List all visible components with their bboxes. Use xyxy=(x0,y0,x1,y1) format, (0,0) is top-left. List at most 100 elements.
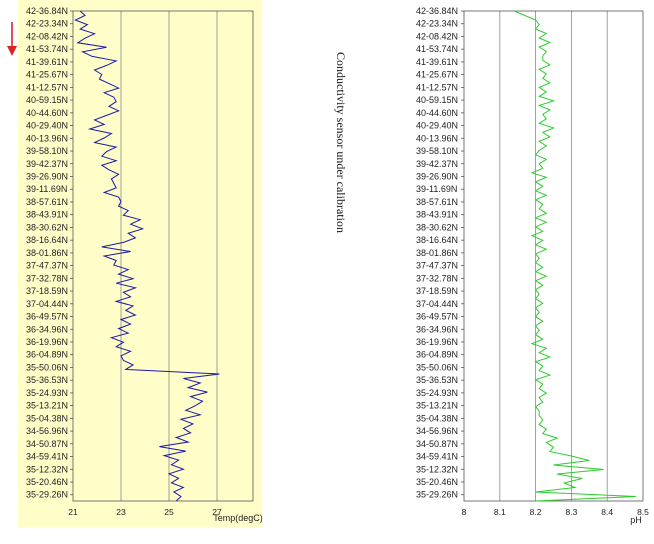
latitude-tick-label: 36-49.57N xyxy=(26,312,68,322)
latitude-tick-label: 41-53.74N xyxy=(26,44,68,54)
latitude-tick-label: 41-25.67N xyxy=(416,70,458,80)
latitude-tick-label: 35-24.93N xyxy=(416,388,458,398)
latitude-tick-label: 39-42.37N xyxy=(26,159,68,169)
x-tick-label: 8.4 xyxy=(601,507,613,517)
latitude-tick-label: 39-58.10N xyxy=(26,146,68,156)
latitude-tick-label: 39-26.90N xyxy=(26,171,68,181)
latitude-tick-label: 35-12.32N xyxy=(26,464,68,474)
latitude-tick-label: 35-50.06N xyxy=(26,362,68,372)
latitude-tick-label: 42-08.42N xyxy=(416,31,458,41)
latitude-tick-label: 37-47.37N xyxy=(416,261,458,271)
latitude-tick-label: 35-36.53N xyxy=(26,375,68,385)
x-tick-label: 8.2 xyxy=(530,507,542,517)
latitude-tick-label: 38-01.86N xyxy=(416,248,458,258)
latitude-tick-label: 35-29.26N xyxy=(416,490,458,500)
temperature-x-axis-title: Temp(degC) xyxy=(213,513,263,523)
temperature-chart: 42-36.84N 42-23.34N 42-08.42N 41-53.74N 41-3… xyxy=(18,0,263,527)
x-tick-label: 8.5 xyxy=(637,507,649,517)
plot-border xyxy=(72,10,254,502)
latitude-tick-label: 39-42.37N xyxy=(416,159,458,169)
ph-plot-frame xyxy=(463,10,644,502)
latitude-tick-label: 37-04.44N xyxy=(26,299,68,309)
latitude-tick-label: 35-13.21N xyxy=(26,401,68,411)
latitude-tick-label: 40-29.40N xyxy=(416,121,458,131)
x-tick-label: 8.3 xyxy=(565,507,577,517)
latitude-tick-label: 40-13.96N xyxy=(416,133,458,143)
latitude-tick-label: 35-13.21N xyxy=(416,401,458,411)
latitude-tick-label: 38-57.61N xyxy=(416,197,458,207)
latitude-tick-label: 42-36.84N xyxy=(416,6,458,16)
latitude-tick-label: 35-29.26N xyxy=(26,490,68,500)
latitude-tick-label: 38-16.64N xyxy=(416,235,458,245)
latitude-tick-label: 39-11.69N xyxy=(26,184,67,194)
latitude-tick-label: 35-04.38N xyxy=(26,413,68,423)
latitude-tick-label: 39-58.10N xyxy=(416,146,458,156)
latitude-tick-label: 36-34.96N xyxy=(416,324,458,334)
latitude-tick-label: 41-12.57N xyxy=(26,82,68,92)
latitude-tick-label: 41-25.67N xyxy=(26,70,68,80)
latitude-tick-label: 35-20.46N xyxy=(26,477,68,487)
latitude-tick-label: 36-34.96N xyxy=(26,324,68,334)
temperature-latitude-labels: 42-36.84N 42-23.34N 42-08.42N 41-53.74N 41-3… xyxy=(26,6,73,500)
temperature-x-tick-labels: 21 23 25 27 xyxy=(68,507,222,517)
latitude-tick-label: 39-11.69N xyxy=(416,184,457,194)
latitude-tick-label: 35-20.46N xyxy=(416,477,458,487)
ph-chart: 42-36.84N 42-23.34N 42-08.42N 41-53.74N 41-3… xyxy=(410,0,654,527)
latitude-tick-label: 37-32.78N xyxy=(416,273,458,283)
latitude-tick-label: 37-18.59N xyxy=(26,286,68,296)
latitude-tick-label: 36-19.96N xyxy=(26,337,68,347)
latitude-tick-label: 35-04.38N xyxy=(416,413,458,423)
ph-latitude-labels: 42-36.84N 42-23.34N 42-08.42N 41-53.74N 41-3… xyxy=(416,6,464,500)
latitude-tick-label: 34-59.41N xyxy=(26,452,68,462)
latitude-tick-label: 35-50.06N xyxy=(416,362,458,372)
latitude-tick-label: 40-59.15N xyxy=(416,95,458,105)
temperature-gridlines xyxy=(120,11,218,501)
latitude-tick-label: 38-16.64N xyxy=(26,235,68,245)
latitude-tick-label: 35-36.53N xyxy=(416,375,458,385)
latitude-tick-label: 40-59.15N xyxy=(26,95,68,105)
latitude-tick-label: 38-57.61N xyxy=(26,197,68,207)
latitude-tick-label: 34-56.96N xyxy=(416,426,458,436)
calibration-note: Conductivity sensor under calibration xyxy=(334,52,348,233)
latitude-tick-label: 37-32.78N xyxy=(26,273,68,283)
plot-border xyxy=(463,10,644,502)
x-tick-label: 27 xyxy=(212,507,222,517)
latitude-tick-label: 34-56.96N xyxy=(26,426,68,436)
latitude-tick-label: 41-39.61N xyxy=(416,57,458,67)
latitude-tick-label: 41-53.74N xyxy=(416,44,458,54)
ph-gridlines xyxy=(499,11,608,501)
x-tick-label: 23 xyxy=(116,507,126,517)
x-tick-label: 8 xyxy=(462,507,467,517)
latitude-tick-label: 38-30.62N xyxy=(26,222,68,232)
latitude-tick-label: 36-49.57N xyxy=(416,312,458,322)
temperature-plot-frame xyxy=(72,10,254,502)
latitude-tick-label: 42-36.84N xyxy=(26,6,68,16)
x-tick-label: 25 xyxy=(164,507,174,517)
latitude-tick-label: 37-47.37N xyxy=(26,261,68,271)
latitude-tick-label: 35-24.93N xyxy=(26,388,68,398)
latitude-tick-label: 34-50.87N xyxy=(26,439,68,449)
latitude-tick-label: 38-43.91N xyxy=(416,210,458,220)
latitude-tick-label: 40-44.60N xyxy=(416,108,458,118)
latitude-tick-label: 40-13.96N xyxy=(26,133,68,143)
latitude-tick-label: 37-18.59N xyxy=(416,286,458,296)
latitude-tick-label: 38-30.62N xyxy=(416,222,458,232)
temperature-series-line xyxy=(74,10,220,502)
latitude-tick-label: 42-08.42N xyxy=(26,31,68,41)
ph-x-tick-labels: 8 8.1 8.2 8.3 8.4 8.5 xyxy=(462,507,650,517)
ph-chart-background xyxy=(410,0,654,527)
ph-series-line xyxy=(513,10,636,502)
ph-x-axis-title: pH xyxy=(630,515,642,525)
x-tick-label: 21 xyxy=(68,507,78,517)
latitude-tick-label: 34-59.41N xyxy=(416,452,458,462)
latitude-tick-label: 40-44.60N xyxy=(26,108,68,118)
latitude-tick-label: 40-29.40N xyxy=(26,121,68,131)
latitude-tick-label: 42-23.34N xyxy=(26,19,68,29)
latitude-tick-label: 36-19.96N xyxy=(416,337,458,347)
latitude-tick-label: 38-01.86N xyxy=(26,248,68,258)
latitude-tick-label: 37-04.44N xyxy=(416,299,458,309)
temperature-chart-background xyxy=(18,0,262,527)
latitude-tick-label: 34-50.87N xyxy=(416,439,458,449)
latitude-tick-label: 35-12.32N xyxy=(416,464,458,474)
